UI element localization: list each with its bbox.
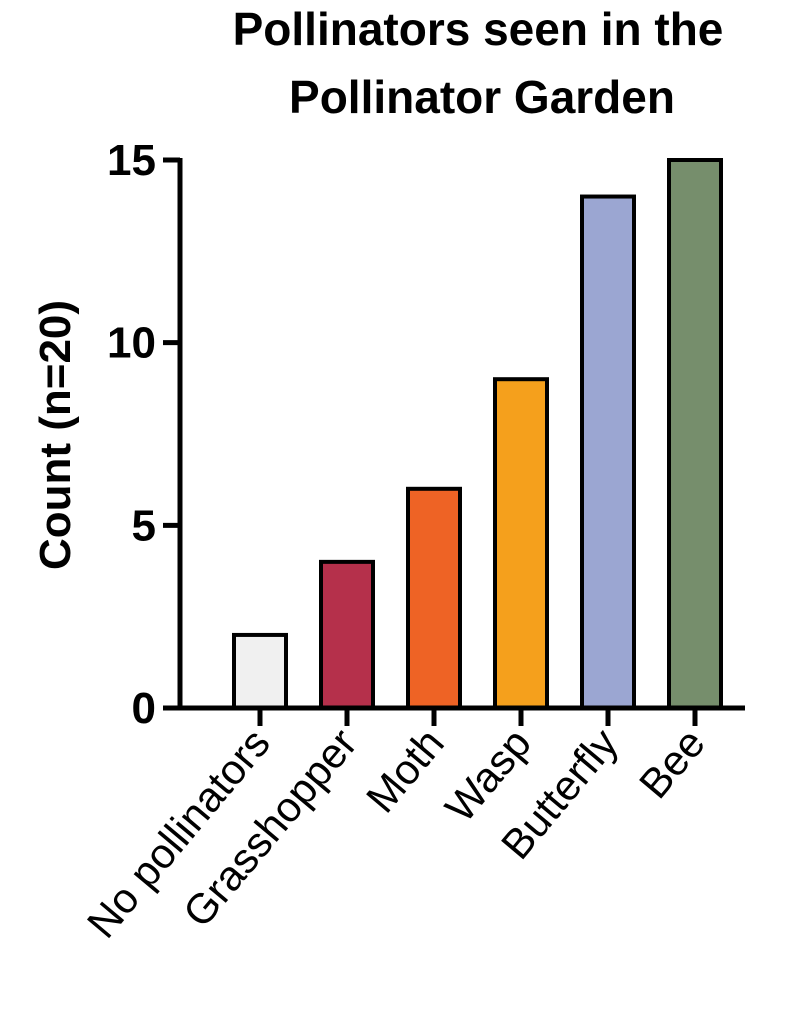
chart-title-line-1: Pollinators seen in the (233, 3, 724, 55)
y-tick-label: 5 (132, 501, 156, 550)
bar-grasshopper (319, 559, 375, 710)
chart-title-line-2: Pollinator Garden (289, 71, 675, 123)
axes-layer (163, 157, 745, 726)
bar-butterfly (580, 194, 636, 711)
y-tick-label: 10 (107, 319, 156, 368)
x-category-label: Bee (630, 720, 714, 807)
bars-layer (232, 158, 723, 711)
y-tick-label: 0 (132, 684, 156, 733)
bar-bee (667, 158, 723, 710)
bar-wasp (493, 377, 549, 710)
bar-no-pollinators (232, 632, 288, 711)
y-tick-label: 15 (107, 136, 156, 185)
bar-moth (406, 486, 462, 710)
y-axis-title: Count (n=20) (31, 300, 80, 570)
x-category-label: Moth (357, 720, 453, 822)
